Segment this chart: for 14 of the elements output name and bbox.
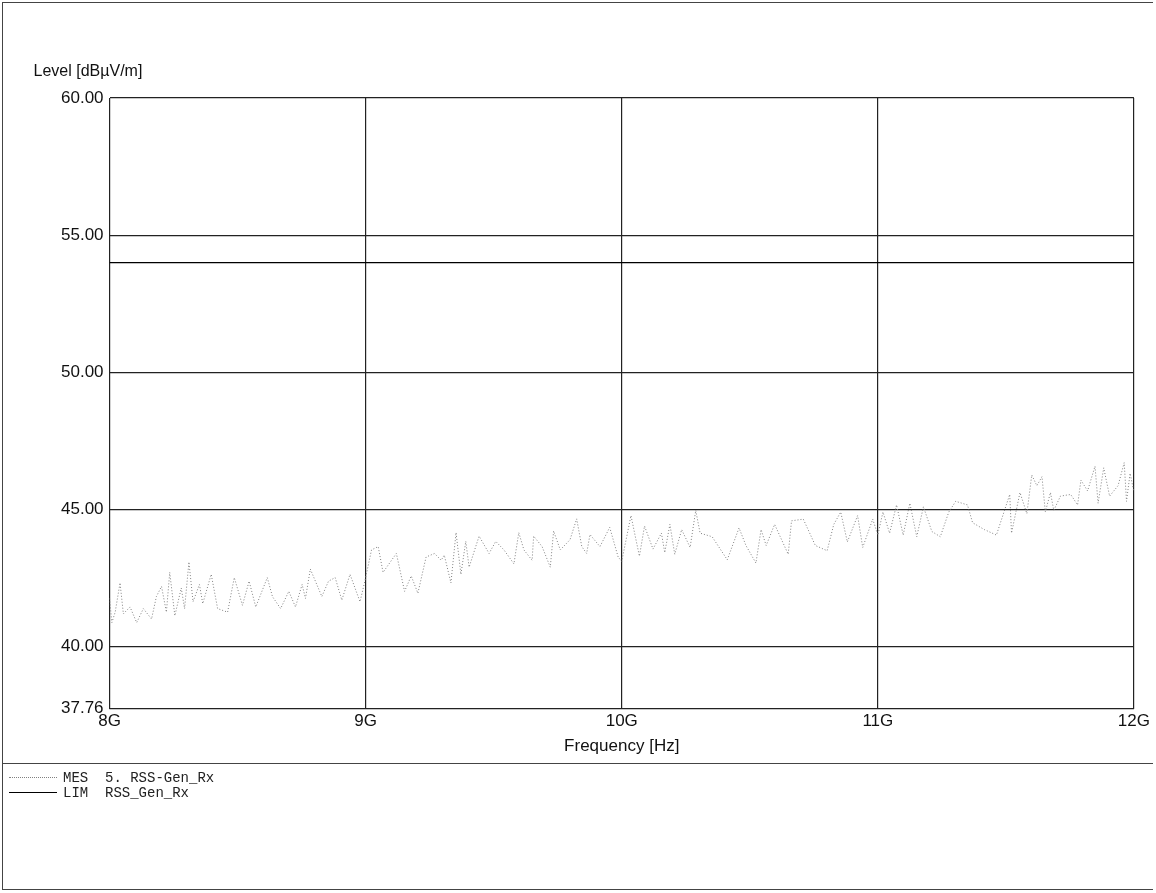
line-series [109,462,1134,624]
x-axis-title: Frequency [Hz] [564,736,680,756]
legend-label: LIM RSS_Gen_Rx [63,784,190,801]
x-tick-label: 10G [605,711,638,731]
y-axis-title: Level [dBµV/m] [33,62,143,80]
y-tick-label: 60.00 [60,87,104,107]
legend-label: MES 5. RSS-Gen_Rx [63,769,215,786]
x-tick-label: 11G [862,711,894,731]
x-tick-label: 9G [354,711,377,731]
x-tick-label: 12G [1117,711,1150,731]
y-tick-label: 40.00 [60,636,104,656]
y-tick-label: 55.00 [60,224,104,244]
y-tick-label: 45.00 [60,499,104,519]
y-tick-label: 50.00 [60,362,104,382]
